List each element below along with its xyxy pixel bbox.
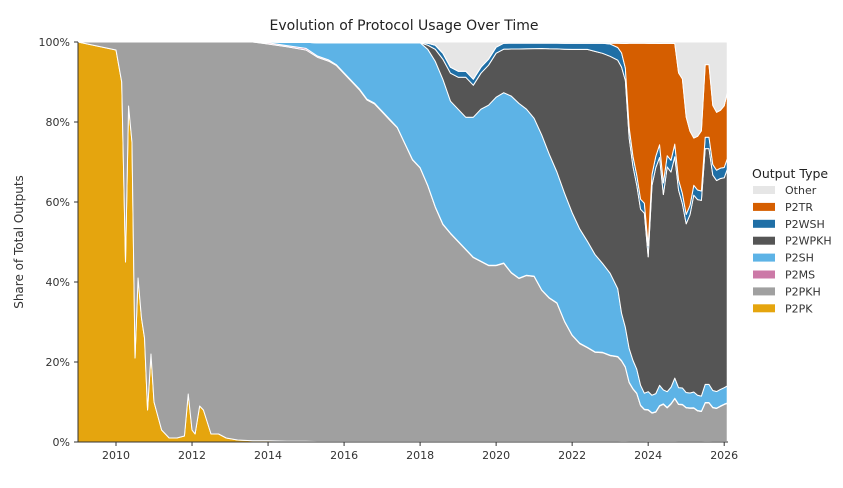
- x-tick-label: 2026: [710, 449, 738, 462]
- legend-item-p2wsh: P2WSH: [753, 218, 825, 231]
- legend-item-p2pkh: P2PKH: [753, 285, 821, 298]
- legend-swatch: [753, 304, 775, 313]
- x-tick-label: 2018: [406, 449, 434, 462]
- legend-label: Other: [785, 184, 817, 197]
- legend-label: P2WPKH: [785, 235, 832, 248]
- y-tick-label: 100%: [39, 36, 70, 49]
- chart-title: Evolution of Protocol Usage Over Time: [270, 18, 539, 34]
- y-axis-label: Share of Total Outputs: [12, 175, 26, 309]
- legend-label: P2PKH: [785, 285, 821, 298]
- plot-areas: [77, 41, 728, 443]
- x-tick-label: 2010: [102, 449, 130, 462]
- legend-item-p2ms: P2MS: [753, 269, 815, 282]
- legend-title: Output Type: [752, 166, 828, 181]
- legend-swatch: [753, 219, 775, 228]
- x-tick-label: 2024: [634, 449, 662, 462]
- area-other: [77, 41, 728, 139]
- legend-item-p2wpkh: P2WPKH: [753, 235, 832, 248]
- y-tick-label: 20%: [46, 356, 70, 369]
- legend-swatch: [753, 253, 775, 262]
- legend-item-p2sh: P2SH: [753, 252, 814, 265]
- legend-swatch: [753, 270, 775, 279]
- legend-label: P2PK: [785, 302, 813, 315]
- x-tick-label: 2014: [254, 449, 282, 462]
- y-tick-label: 40%: [46, 276, 70, 289]
- legend-label: P2SH: [785, 252, 814, 265]
- legend-item-other: Other: [753, 184, 817, 197]
- x-tick-label: 2022: [558, 449, 586, 462]
- y-axis: 0% 20% 40% 60% 80% 100%: [39, 36, 79, 449]
- legend-label: P2TR: [785, 201, 813, 214]
- legend-swatch: [753, 202, 775, 211]
- legend-label: P2WSH: [785, 218, 825, 231]
- legend-item-p2tr: P2TR: [753, 201, 813, 214]
- legend-item-p2pk: P2PK: [753, 302, 813, 315]
- y-tick-label: 0%: [53, 436, 70, 449]
- x-tick-label: 2012: [178, 449, 206, 462]
- x-tick-label: 2016: [330, 449, 358, 462]
- legend: Output Type Other P2TR P2WSH P2WPKH P2SH P2MS…: [752, 166, 832, 315]
- legend-swatch: [753, 186, 775, 194]
- x-axis: 2010 2012 2014 2016 2018 2020 2022 2024 2026: [78, 441, 738, 462]
- legend-swatch: [753, 287, 775, 296]
- y-tick-label: 60%: [46, 196, 70, 209]
- x-tick-label: 2020: [482, 449, 510, 462]
- legend-swatch: [753, 236, 775, 245]
- legend-label: P2MS: [785, 269, 815, 282]
- y-tick-label: 80%: [46, 116, 70, 129]
